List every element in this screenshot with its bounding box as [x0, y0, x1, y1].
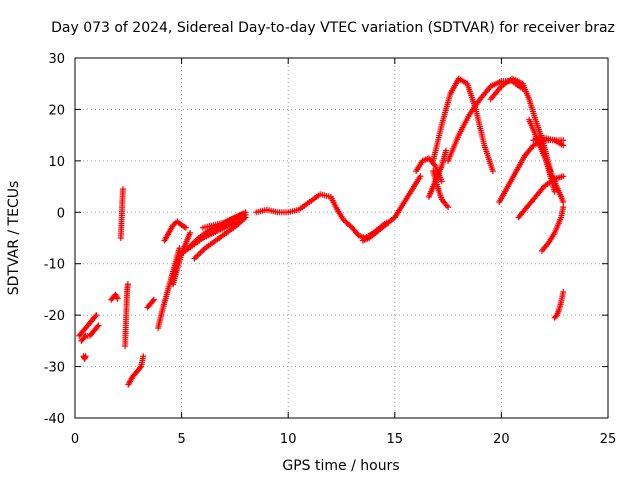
y-tick-label: -20 — [44, 309, 65, 324]
data-point-plus — [140, 353, 147, 360]
data-point-plus — [81, 334, 88, 340]
x-tick-label: 15 — [387, 432, 404, 447]
plot-frame — [74, 57, 609, 419]
data-point-plus — [560, 173, 567, 180]
data-point-plus — [552, 313, 559, 320]
y-tick-label: 20 — [48, 103, 65, 118]
y-tick-label: -40 — [44, 412, 65, 427]
data-point-plus — [150, 296, 157, 303]
data-point-plus — [124, 281, 131, 288]
y-tick-label: 30 — [48, 52, 65, 67]
data-point-plus — [113, 294, 120, 301]
data-point-plus — [489, 168, 496, 175]
chart-title: Day 073 of 2024, Sidereal Day-to-day VTE… — [51, 20, 615, 36]
data-point-plus — [114, 295, 121, 302]
y-axis-title: SDTVAR / TECUs — [6, 181, 22, 296]
data-point-plus — [551, 188, 558, 195]
data-point-plus — [445, 204, 452, 211]
data-point-plus — [119, 186, 126, 193]
data-point-plus — [560, 199, 567, 205]
data-point-plus — [560, 289, 567, 295]
data-point-plus — [93, 312, 100, 319]
axis-ticks: 0 5 10 15 20 25 -40 -30 -20 -10 0 10 20 30 — [44, 52, 617, 447]
data-point-plus — [442, 147, 449, 154]
y-tick-label: 0 — [57, 206, 65, 221]
y-tick-label: -10 — [44, 258, 65, 273]
data-point-plus — [92, 313, 99, 320]
x-axis-title: GPS time / hours — [282, 458, 399, 474]
data-point-plus — [182, 224, 189, 231]
x-tick-label: 20 — [493, 432, 510, 447]
x-tick-label: 5 — [177, 432, 185, 447]
data-point-plus — [417, 173, 424, 180]
data-point-plus — [187, 229, 194, 236]
x-tick-label: 0 — [71, 432, 79, 447]
data-point-plus — [149, 298, 156, 304]
x-tick-label: 10 — [280, 432, 297, 447]
data-point-plus — [94, 323, 101, 330]
data-point-plus — [137, 364, 144, 371]
data-point-plus — [560, 204, 567, 211]
data-point-plus — [242, 214, 249, 221]
data-point-plus — [560, 137, 567, 144]
data-point-plus — [82, 353, 89, 360]
x-tick-label: 25 — [600, 432, 617, 447]
data-point-plus — [560, 142, 567, 149]
data-point-plus — [438, 178, 445, 185]
gridlines — [75, 58, 608, 418]
data-point-plus — [242, 209, 249, 216]
y-tick-label: 10 — [48, 155, 65, 170]
data-point-plus — [95, 322, 102, 329]
y-tick-label: -30 — [44, 361, 65, 376]
data-points — [76, 75, 567, 388]
